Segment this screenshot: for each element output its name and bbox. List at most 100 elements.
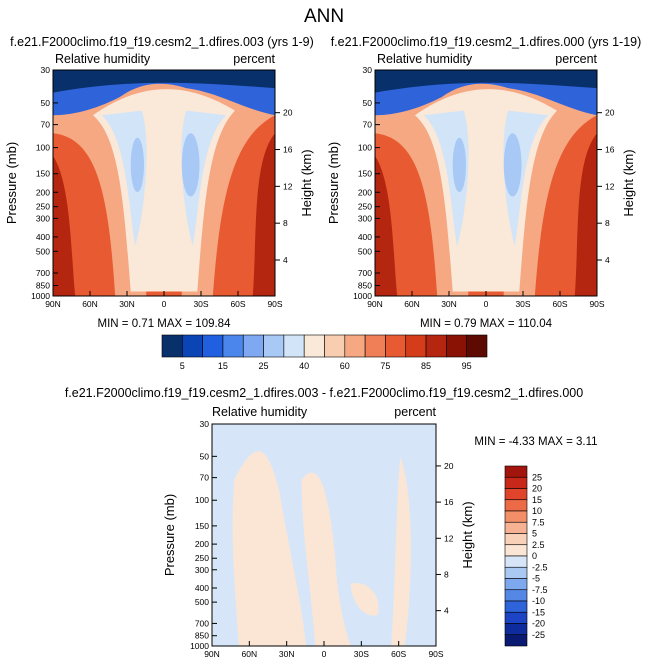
- rh-dry-core-north: [452, 137, 467, 193]
- panel-3-minmax: MIN = -4.33 MAX = 3.11: [474, 436, 597, 448]
- colorbar-diff-label: 25: [532, 472, 542, 482]
- y-tick-label: 150: [358, 169, 372, 179]
- rh-wet-north: [53, 155, 76, 296]
- y-tick-label: 1000: [31, 291, 50, 301]
- y-tick-label: 300: [358, 213, 372, 223]
- x-tick-label: 0: [322, 649, 327, 659]
- rh-wet-south: [574, 133, 597, 296]
- y2-tick-label: 4: [605, 255, 610, 265]
- panel-2-right-label: percent: [555, 52, 597, 66]
- y-tick-label: 70: [41, 120, 51, 130]
- y-tick-label: 30: [363, 65, 373, 75]
- colorbar-diff-swatch: [504, 578, 528, 591]
- y-tick-label: 400: [195, 583, 209, 593]
- y-tick-label: 700: [195, 618, 209, 628]
- panel-3-field: [212, 424, 436, 646]
- colorbar-diff-swatch: [504, 476, 528, 489]
- colorbar-diff-swatch: [504, 589, 528, 602]
- colorbar-top-label: 95: [462, 361, 472, 371]
- y2-tick-label: 20: [444, 461, 454, 471]
- colorbar-top-swatch: [202, 334, 224, 358]
- colorbar-diff-swatch: [504, 600, 528, 613]
- y-tick-label: 200: [358, 187, 372, 197]
- y2-tick-label: 12: [444, 533, 454, 543]
- colorbar-top-swatch: [324, 334, 346, 358]
- panel-1-axes: 90N 60N 30N 0 30S 60S 90S 30 50 70 100 150 200 250300…: [31, 65, 293, 309]
- y2-tick-label: 8: [444, 569, 449, 579]
- colorbar-top-label: 85: [421, 361, 431, 371]
- colorbar-top: 5 15 25 40 60 75 85 95: [161, 334, 488, 371]
- panel-3-left-label: Relative humidity: [212, 405, 308, 419]
- x-tick-label: 30N: [441, 299, 457, 309]
- colorbar-diff-label: 7.5: [532, 517, 545, 527]
- colorbar-top-label: 5: [180, 361, 185, 371]
- y-tick-label: 50: [363, 98, 373, 108]
- panel-1-field: [53, 70, 275, 296]
- colorbar-diff-label: 5: [532, 529, 537, 539]
- rh-dry-core-south: [503, 133, 522, 197]
- colorbar-top-swatch: [283, 334, 305, 358]
- colorbar-diff-label: -5: [532, 574, 540, 584]
- panel-3-title: f.e21.F2000climo.f19_f19.cesm2_1.dfires.…: [65, 386, 583, 400]
- colorbar-diff-label: 2.5: [532, 540, 545, 550]
- colorbar-diff-swatch: [504, 634, 528, 647]
- x-tick-label: 60S: [230, 299, 245, 309]
- colorbar-top-swatch: [242, 334, 264, 358]
- panel-2-title: f.e21.F2000climo.f19_f19.cesm2_1.dfires.…: [331, 35, 642, 49]
- panel-1-y2label: Height (km): [299, 149, 314, 216]
- diff-positive-equator: [301, 472, 351, 646]
- panel-1: f.e21.F2000climo.f19_f19.cesm2_1.dfires.…: [4, 35, 314, 330]
- panel-2-ylabel: Pressure (mb): [326, 142, 341, 224]
- diff-positive-spot: [350, 583, 379, 616]
- y-tick-label: 70: [363, 120, 373, 130]
- colorbar-top-label: 60: [340, 361, 350, 371]
- y-tick-label: 70: [200, 473, 210, 483]
- colorbar-top-swatch: [425, 334, 447, 358]
- rh-contours: [375, 70, 597, 296]
- y-tick-label: 250: [36, 202, 50, 212]
- y-tick-label: 250: [195, 553, 209, 563]
- colorbar-diff-label: 20: [532, 484, 542, 494]
- y-tick-label: 100: [195, 495, 209, 505]
- y2-tick-label: 16: [605, 145, 615, 155]
- colorbar-diff-label: -2.5: [532, 562, 548, 572]
- y-tick-label: 850: [358, 281, 372, 291]
- y-tick-label: 850: [195, 631, 209, 641]
- colorbar-top-label: 75: [380, 361, 390, 371]
- colorbar-diff-label: -7.5: [532, 585, 548, 595]
- colorbar-diff-swatch: [504, 488, 528, 501]
- x-tick-label: 90S: [589, 299, 604, 309]
- panel-3: f.e21.F2000climo.f19_f19.cesm2_1.dfires.…: [65, 386, 598, 659]
- y2-tick-label: 20: [283, 108, 293, 118]
- y2-tick-label: 16: [444, 497, 454, 507]
- x-tick-label: 90S: [267, 299, 282, 309]
- y-tick-label: 300: [195, 565, 209, 575]
- panel-1-left-label: Relative humidity: [55, 52, 151, 66]
- y-tick-label: 50: [200, 451, 210, 461]
- panel-2-axes: 90N 60N 30N 0 30S 60S 90S 30 50 70 100 150 200 250300…: [353, 65, 615, 309]
- y-tick-label: 400: [358, 232, 372, 242]
- y-tick-label: 700: [358, 268, 372, 278]
- colorbar-diff-label: 0: [532, 551, 537, 561]
- y2-tick-label: 4: [444, 606, 449, 616]
- colorbar-diff-swatch: [504, 533, 528, 546]
- y-tick-label: 150: [195, 521, 209, 531]
- rh-wet-north: [375, 155, 398, 296]
- x-tick-label: 0: [484, 299, 489, 309]
- colorbar-diff-label: -20: [532, 619, 545, 629]
- colorbar-diff-swatch: [504, 611, 528, 624]
- y-tick-label: 850: [36, 281, 50, 291]
- rh-wet-south: [252, 133, 275, 296]
- y-tick-label: 50: [41, 98, 51, 108]
- y2-tick-label: 4: [283, 255, 288, 265]
- y2-tick-label: 16: [283, 145, 293, 155]
- panel-2-y2label: Height (km): [621, 149, 636, 216]
- panel-3-axes: 90N 60N 30N 0 30S 60S 90S 30 50 70 100 150 200 250 300…: [190, 419, 454, 659]
- colorbar-diff-swatch: [504, 465, 528, 478]
- colorbar-diff-swatch: [504, 510, 528, 523]
- y2-tick-label: 8: [605, 218, 610, 228]
- panel-3-right-label: percent: [394, 405, 436, 419]
- colorbar-top-swatch: [263, 334, 285, 358]
